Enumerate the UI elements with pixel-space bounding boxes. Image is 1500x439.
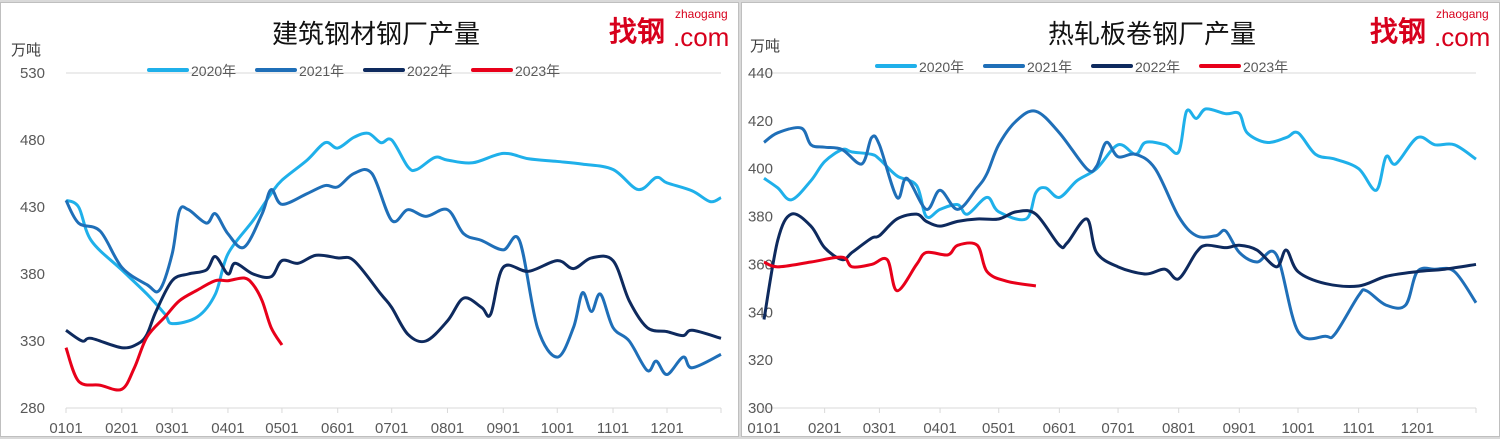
x-tick-label: 1001 [541, 420, 574, 437]
y-tick-label: 280 [20, 400, 45, 417]
x-tick-label: 0601 [1043, 420, 1076, 437]
x-tick-label: 0701 [375, 420, 408, 437]
series-line-2020年 [763, 107, 1477, 222]
x-tick-label: 0801 [1162, 420, 1195, 437]
legend-label: 2021年 [299, 63, 344, 79]
legend-label: 2023年 [1243, 59, 1288, 75]
y-tick-label: 420 [748, 113, 773, 130]
series-line-2022年 [762, 209, 1477, 320]
x-tick-label: 0401 [211, 420, 244, 437]
x-tick-label: 0901 [487, 420, 520, 437]
x-tick-label: 0501 [265, 420, 298, 437]
y-tick-label: 430 [20, 199, 45, 216]
logo-en-large: .com [1434, 22, 1490, 52]
series-line-2022年 [65, 253, 722, 350]
x-tick-label: 1201 [1401, 420, 1434, 437]
y-tick-label: 360 [748, 256, 773, 273]
y-tick-label: 380 [20, 266, 45, 283]
y-tick-label: 320 [748, 352, 773, 369]
x-tick-label: 0701 [1101, 420, 1134, 437]
x-tick-label: 0501 [982, 420, 1015, 437]
y-axis-unit: 万吨 [750, 37, 780, 55]
x-tick-label: 0101 [49, 420, 82, 437]
legend-label: 2023年 [515, 63, 560, 79]
legend-label: 2021年 [1027, 59, 1072, 75]
series-line-2020年 [65, 131, 722, 326]
x-tick-label: 1001 [1281, 420, 1314, 437]
chart-panel-rebar: 建筑钢材钢厂产量万吨 找钢 zhaogang .com 280 330 380 430 480 5… [0, 2, 739, 437]
y-tick-label: 300 [748, 400, 773, 417]
x-tick-label: 1101 [597, 420, 629, 437]
logo-en-small: zhaogang [1436, 7, 1489, 21]
x-tick-label: 0201 [808, 420, 841, 437]
logo-cn: 找钢 [1370, 15, 1426, 48]
series-line-2021年 [763, 109, 1478, 341]
y-tick-label: 330 [20, 333, 45, 350]
legend-label: 2022年 [407, 63, 452, 79]
y-tick-label: 480 [20, 132, 45, 149]
y-tick-label: 440 [748, 65, 773, 82]
series-line-2023年 [64, 276, 284, 392]
y-tick-label: 340 [748, 304, 773, 321]
x-tick-label: 1101 [1343, 420, 1375, 437]
legend-label: 2022年 [1135, 59, 1180, 75]
y-tick-label: 400 [748, 161, 773, 178]
chart-title: 热轧板卷钢厂产量 [1048, 20, 1256, 50]
x-tick-label: 0201 [105, 420, 138, 437]
x-tick-label: 0901 [1223, 420, 1256, 437]
chart-panel-hot-rolled-coil: 热轧板卷钢厂产量万吨 找钢 zhaogang .com 300 320 340 360 380 4… [741, 2, 1500, 437]
legend-label: 2020年 [191, 63, 236, 79]
x-tick-label: 0101 [747, 420, 780, 437]
x-tick-label: 0601 [321, 420, 354, 437]
y-axis-unit: 万吨 [11, 41, 41, 59]
series-line-2023年 [763, 241, 1037, 293]
series-line-2021年 [64, 167, 722, 376]
x-tick-label: 1201 [650, 420, 683, 437]
y-tick-label: 530 [20, 65, 45, 82]
x-tick-label: 0301 [863, 420, 896, 437]
legend-label: 2020年 [919, 59, 964, 75]
logo-en-small: zhaogang [675, 7, 728, 21]
y-tick-label: 380 [748, 209, 773, 226]
x-tick-label: 0401 [923, 420, 956, 437]
logo-en-large: .com [673, 22, 729, 52]
chart-title: 建筑钢材钢厂产量 [272, 20, 480, 50]
x-tick-label: 0801 [431, 420, 464, 437]
x-tick-label: 0301 [155, 420, 188, 437]
logo-cn: 找钢 [609, 15, 665, 48]
